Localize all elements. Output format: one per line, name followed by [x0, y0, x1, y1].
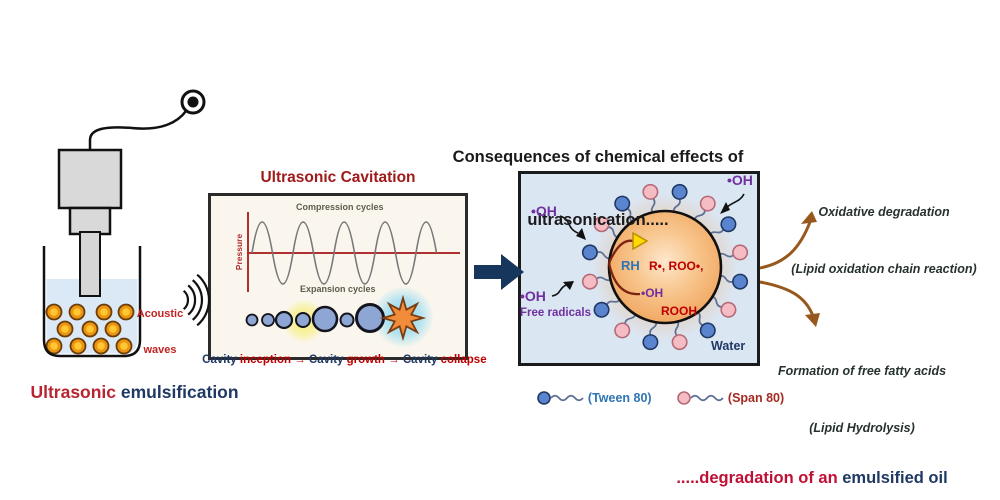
transducer-body: [57, 148, 123, 210]
heading-line1: Consequences of chemical effects of: [452, 148, 744, 166]
cavity-word: Cavity: [402, 354, 441, 366]
oh-radical-inner: •OH: [641, 286, 664, 300]
span80-surfactant-icon: [677, 391, 724, 405]
hydrolysis-line2: (Lipid Hydrolysis): [809, 421, 915, 435]
power-plug-icon: [180, 89, 206, 115]
cavity-word: Cavity: [202, 354, 240, 366]
power-plug-dot: [187, 96, 199, 108]
footer-red-part: .....degradation of an: [676, 469, 838, 487]
caption-word-emulsification: emulsification: [116, 382, 239, 402]
transducer-neck: [68, 206, 112, 236]
oil-droplet: [45, 303, 63, 321]
oil-droplet: [104, 320, 122, 338]
oil-droplet: [69, 337, 87, 355]
cavity-word: Cavity: [308, 354, 347, 366]
acoustic-waves-label: Acoustic waves: [136, 308, 184, 356]
oil-droplet: [92, 337, 110, 355]
oh-radical-top-right: •OH: [727, 172, 753, 188]
oxidative-degradation-text: Oxidative degradation (Lipid oxidation c…: [791, 165, 976, 317]
probe-tip: [79, 231, 101, 297]
fatty-acids-text: Formation of free fatty acids (Lipid Hyd…: [778, 324, 946, 476]
oxidative-line1: Oxidative degradation: [818, 205, 950, 219]
oil-droplets: [45, 303, 135, 355]
cavitation-panel: [208, 193, 468, 360]
oil-droplet: [117, 303, 135, 321]
products-line1: R•, ROO•,: [649, 259, 704, 273]
products-line2: ROOH: [661, 304, 697, 318]
oil-droplet: [95, 303, 113, 321]
collapse-word: collapse: [440, 354, 487, 366]
footer-navy-part: emulsified oil: [837, 469, 948, 487]
oh-radical-bottom-left: •OH: [520, 288, 546, 304]
acoustic-waves-icon: [182, 273, 211, 327]
arrow-glyph: →: [291, 354, 309, 366]
beaker-walls: [42, 246, 142, 358]
inception-word: inception: [239, 354, 292, 366]
power-cable: [88, 110, 188, 152]
footer-line1: .....degradation of an emulsified oil: [676, 468, 947, 489]
legend-span80: (Span 80): [662, 374, 784, 420]
tween80-label: (Tween 80): [587, 391, 652, 405]
oil-droplet: [115, 337, 133, 355]
expansion-cycles-label: Expansion cycles: [300, 284, 376, 294]
oxidative-line2: (Lipid oxidation chain reaction): [791, 262, 977, 276]
span80-label: (Span 80): [727, 391, 785, 405]
sonicator-device: [57, 89, 206, 236]
oil-droplet: [81, 320, 99, 338]
pressure-axis-label: Pressure: [234, 233, 244, 271]
oil-droplet: [56, 320, 74, 338]
arrow-glyph: →: [384, 354, 403, 366]
growth-word: growth: [346, 354, 385, 366]
cavity-stages-caption: Cavity inception → Cavity growth → Cavit…: [189, 342, 486, 378]
rh-label: RH: [621, 258, 640, 273]
beaker: [42, 231, 142, 358]
water-label: Water: [711, 339, 746, 353]
caption-word-ultrasonic: Ultrasonic: [30, 382, 117, 402]
oil-droplet: [68, 303, 86, 321]
free-radicals-label: Free radicals: [520, 307, 591, 319]
tween80-surfactant-icon: [537, 391, 584, 405]
footer-caption: .....degradation of an emulsified oil dr…: [676, 426, 947, 500]
liquid: [46, 279, 138, 354]
oh-radical-left: •OH: [531, 203, 557, 219]
compression-cycles-label: Compression cycles: [296, 202, 384, 212]
cavitation-title: Ultrasonic Cavitation: [260, 169, 416, 186]
oil-droplet: [45, 337, 63, 355]
emulsification-caption: Ultrasonic emulsification: [11, 361, 239, 424]
legend-tween80: (Tween 80): [522, 374, 652, 420]
heading-line2: ultrasonication.....: [527, 211, 669, 229]
hydrolysis-line1: Formation of free fatty acids: [777, 364, 947, 378]
